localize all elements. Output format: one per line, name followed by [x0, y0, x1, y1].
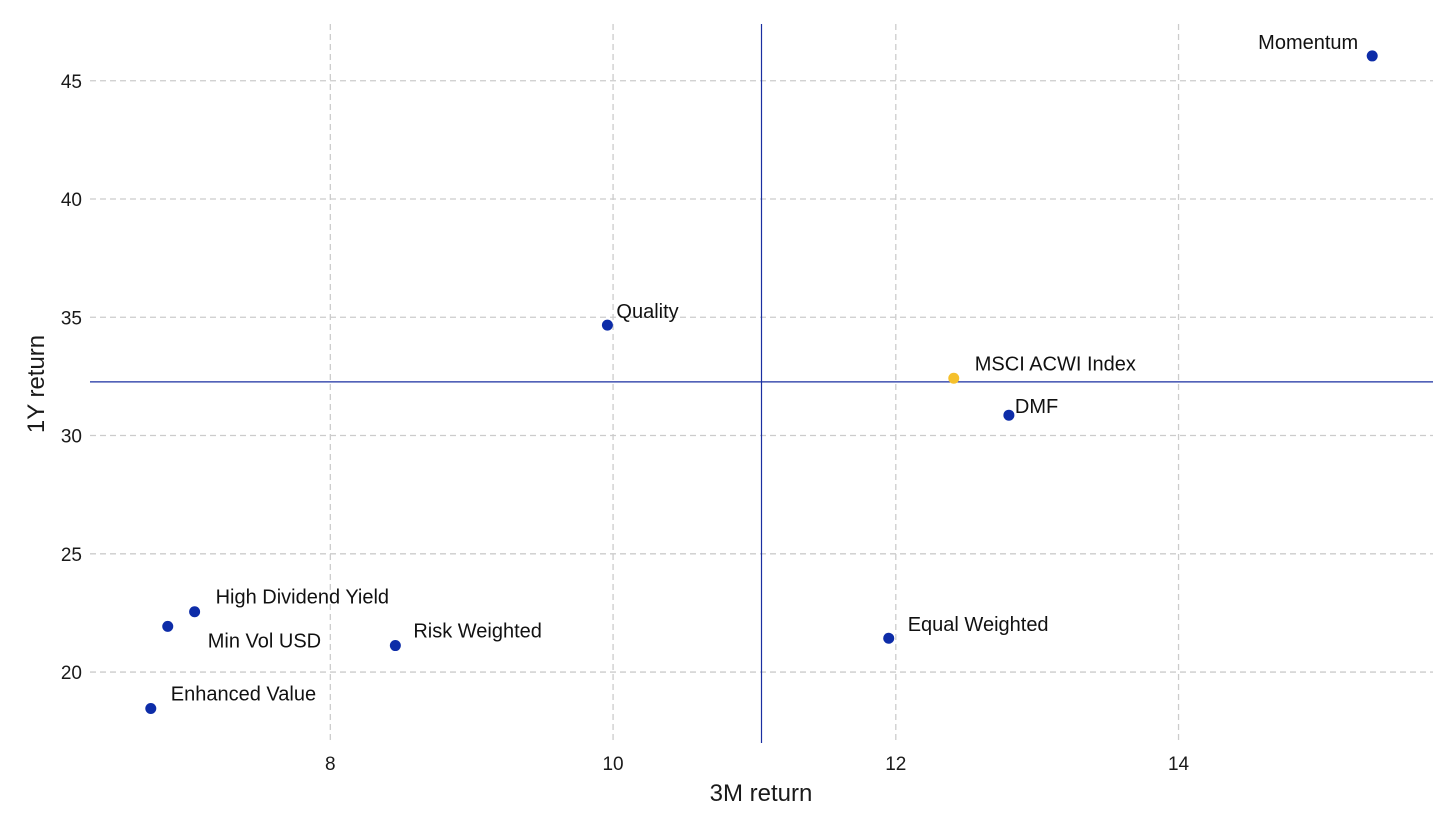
y-tick-label: 40: [61, 190, 82, 211]
point-label: Equal Weighted: [908, 614, 1049, 636]
data-points: [145, 50, 1378, 714]
x-tick-label: 12: [885, 754, 906, 775]
x-tick-label: 10: [602, 754, 623, 775]
data-point: [948, 372, 960, 384]
y-tick-label: 30: [61, 427, 82, 448]
point-labels: Momentum Quality MSCI ACWI Index DMF High Di…: [171, 32, 1358, 706]
reference-lines: [90, 24, 1433, 743]
data-point: [601, 319, 613, 331]
point-label: Quality: [616, 301, 678, 323]
data-point: [883, 632, 895, 644]
y-tick-label: 45: [61, 72, 82, 93]
data-point: [162, 620, 174, 632]
x-tick-label: 8: [325, 754, 336, 775]
point-label: Momentum: [1258, 32, 1358, 54]
point-label: High Dividend Yield: [216, 587, 389, 609]
point-label: Min Vol USD: [208, 630, 321, 652]
y-axis-title: 1Y return: [23, 335, 50, 433]
data-point: [145, 702, 157, 714]
point-label: Enhanced Value: [171, 683, 316, 705]
point-label: Risk Weighted: [413, 621, 542, 643]
point-label: MSCI ACWI Index: [975, 353, 1136, 375]
data-point: [389, 640, 401, 652]
axis-ticks: 8 10 12 14 20 25 30 35 40 45: [61, 72, 1190, 775]
y-tick-label: 20: [61, 663, 82, 684]
x-tick-label: 14: [1168, 754, 1190, 775]
data-point: [1003, 409, 1015, 421]
data-point: [189, 606, 201, 618]
y-tick-label: 25: [61, 545, 82, 566]
data-point: [1366, 50, 1378, 62]
y-tick-label: 35: [61, 308, 82, 329]
x-axis-title: 3M return: [710, 780, 813, 807]
point-label: DMF: [1015, 396, 1058, 418]
